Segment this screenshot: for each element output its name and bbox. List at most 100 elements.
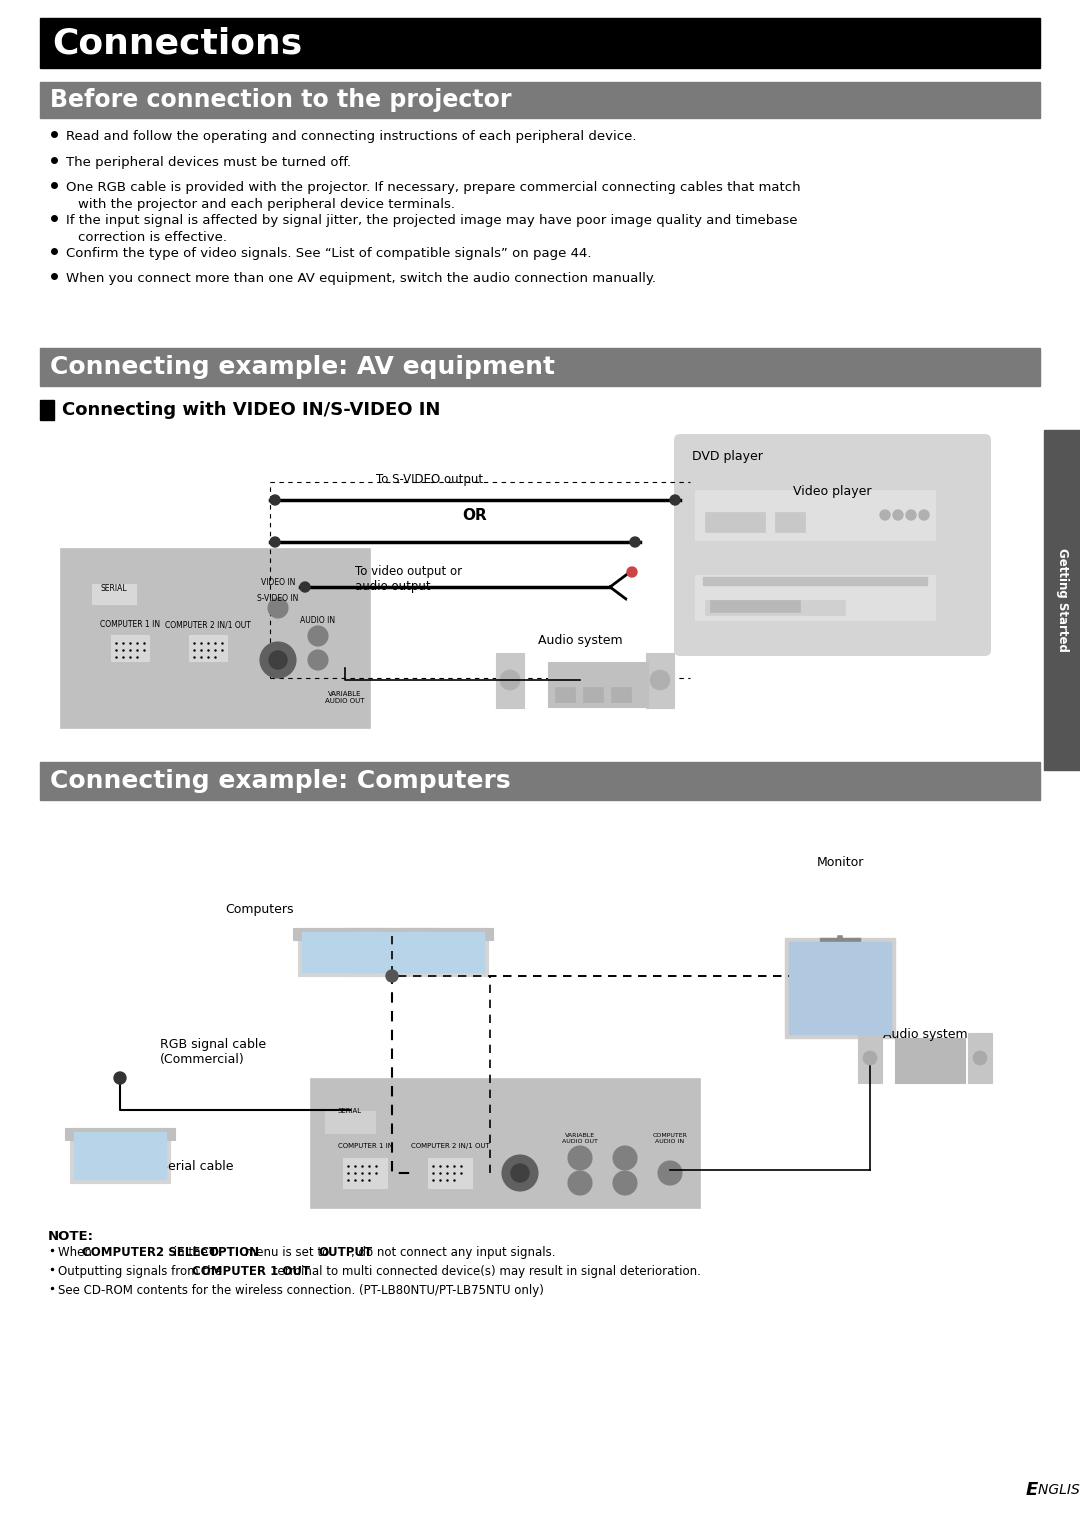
Bar [403,927,487,976]
Bar [583,688,603,701]
Text: COMPUTER 2 IN/1 OUT: COMPUTER 2 IN/1 OUT [410,1143,489,1149]
Bar [555,688,575,701]
Bar [40,400,54,420]
Text: Connecting example: AV equipment: Connecting example: AV equipment [50,354,555,379]
Text: in the: in the [170,1245,212,1259]
Bar [820,938,860,941]
Text: Serial cable: Serial cable [160,1160,233,1174]
Circle shape [511,1164,529,1183]
Bar [40,348,1040,387]
Text: See CD-ROM contents for the wireless connection. (PT-LB80NTU/PT-LB75NTU only): See CD-ROM contents for the wireless con… [58,1284,544,1297]
Bar [705,512,765,532]
Text: COMPUTER 2 IN/1 OUT: COMPUTER 2 IN/1 OUT [165,620,251,630]
Circle shape [613,1170,637,1195]
Text: COMPUTER 1 IN: COMPUTER 1 IN [100,620,160,630]
Text: One RGB cable is provided with the projector. If necessary, prepare commercial c: One RGB cable is provided with the proje… [66,182,800,194]
Text: COMPUTER 1 OUT: COMPUTER 1 OUT [192,1265,311,1277]
Circle shape [500,669,519,691]
Bar [1044,429,1080,770]
Text: Connecting with VIDEO IN/S-VIDEO IN: Connecting with VIDEO IN/S-VIDEO IN [62,400,441,419]
Bar [40,1222,1040,1306]
Bar [348,927,432,976]
Bar [65,1128,175,1140]
Text: OPTION: OPTION [208,1245,259,1259]
Text: When: When [58,1245,96,1259]
Bar [325,1111,375,1132]
Text: To S-VIDEO output: To S-VIDEO output [377,474,484,486]
Bar [301,932,378,972]
Bar [428,1158,472,1187]
Bar [696,575,935,620]
Bar [696,490,935,539]
Text: The peripheral devices must be turned off.: The peripheral devices must be turned of… [66,156,351,168]
Text: terminal to multi connected device(s) may result in signal deterioration.: terminal to multi connected device(s) ma… [269,1265,701,1277]
Text: COMPUTER 1 IN: COMPUTER 1 IN [337,1143,392,1149]
Text: COMPUTER2 SELECT: COMPUTER2 SELECT [82,1245,217,1259]
Circle shape [114,1073,126,1083]
Circle shape [308,649,328,669]
Text: OR: OR [462,509,487,524]
Circle shape [627,597,637,607]
Bar [895,1038,966,1083]
Text: Confirm the type of video signals. See “List of compatible signals” on page 44.: Confirm the type of video signals. See “… [66,248,592,260]
Bar [858,1033,882,1083]
Circle shape [568,1170,592,1195]
Bar [189,636,227,662]
Bar [646,652,674,707]
Text: NGLISH - 17: NGLISH - 17 [1038,1484,1080,1497]
Text: E: E [1026,1481,1038,1499]
Bar [351,932,429,972]
Text: OUTPUT: OUTPUT [319,1245,373,1259]
Bar [40,762,1040,801]
Bar [710,601,800,613]
Circle shape [270,495,280,504]
Text: Getting Started: Getting Started [1055,549,1068,652]
Bar [343,1158,387,1187]
Bar [785,938,895,1038]
Bar [342,927,437,940]
Text: COMPUTER
AUDIO IN: COMPUTER AUDIO IN [652,1132,688,1144]
Bar [40,83,1040,118]
Circle shape [613,1146,637,1170]
Bar [60,549,370,727]
Text: S-VIDEO IN: S-VIDEO IN [257,594,299,604]
Circle shape [919,510,929,520]
Bar [397,927,492,940]
Circle shape [906,510,916,520]
Bar [92,584,136,604]
Bar [111,636,149,662]
Text: Connecting example: Computers: Connecting example: Computers [50,769,511,793]
Bar [40,18,1040,69]
Circle shape [260,642,296,678]
Text: VARIABLE
AUDIO OUT: VARIABLE AUDIO OUT [562,1132,598,1144]
Circle shape [627,567,637,578]
Circle shape [893,510,903,520]
Text: Read and follow the operating and connecting instructions of each peripheral dev: Read and follow the operating and connec… [66,130,636,144]
Text: VARIABLE
AUDIO OUT: VARIABLE AUDIO OUT [325,691,365,704]
Bar [496,652,524,707]
Circle shape [269,651,287,669]
Text: correction is effective.: correction is effective. [78,231,227,244]
Text: To video output or
audio output: To video output or audio output [355,565,462,593]
Text: DVD player: DVD player [692,451,762,463]
Bar [406,932,484,972]
Text: When you connect more than one AV equipment, switch the audio connection manuall: When you connect more than one AV equipm… [66,272,656,286]
Text: RGB signal cable
(Commercial): RGB signal cable (Commercial) [160,1038,266,1067]
Circle shape [630,536,640,547]
Circle shape [650,669,670,691]
Text: AUDIO IN: AUDIO IN [300,616,336,625]
Circle shape [270,536,280,547]
Text: SERIAL: SERIAL [100,584,127,593]
Bar [75,1132,166,1180]
Text: Computers: Computers [226,903,294,915]
Text: Connections: Connections [52,26,302,60]
Bar [789,941,891,1034]
Circle shape [308,626,328,646]
Text: Audio system: Audio system [538,634,622,646]
Bar [310,1077,700,1209]
Text: menu is set to: menu is set to [242,1245,334,1259]
Bar [548,662,648,707]
Circle shape [386,970,399,983]
Bar [611,688,631,701]
Bar [50,808,1030,1209]
